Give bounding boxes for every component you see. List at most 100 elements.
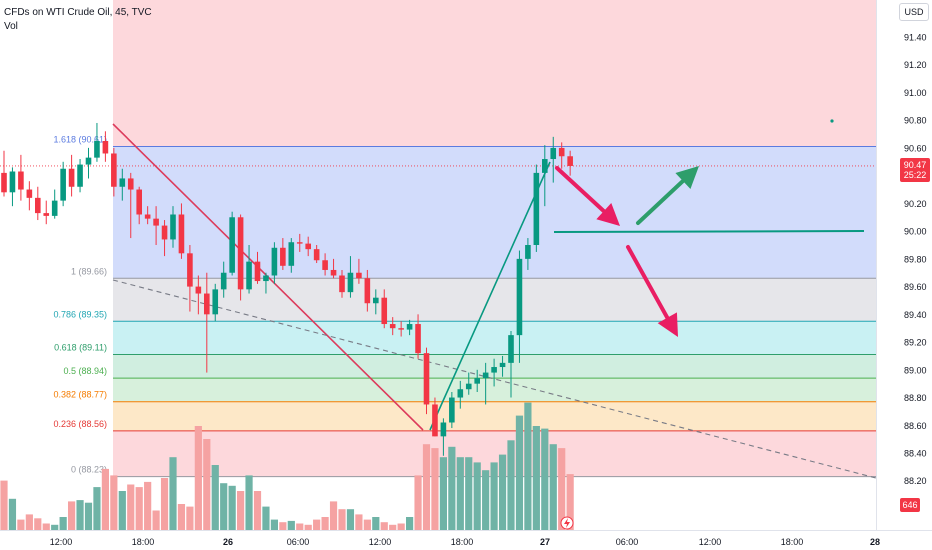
candle-body xyxy=(542,159,548,173)
price-countdown: 25:22 xyxy=(904,170,927,180)
candle-body xyxy=(94,141,100,158)
y-tick-label: 90.60 xyxy=(904,143,927,153)
x-tick-label: 26 xyxy=(223,537,233,547)
volume-bar xyxy=(346,509,355,530)
candle-body xyxy=(457,389,464,398)
volume-bars xyxy=(0,402,574,530)
volume-bar xyxy=(465,457,473,530)
volume-bar xyxy=(118,491,126,530)
candle-body xyxy=(229,217,235,273)
candle-body xyxy=(322,260,328,270)
candle-body xyxy=(212,289,219,315)
candle-body xyxy=(482,372,489,379)
candlesticks xyxy=(1,122,573,456)
candle-body xyxy=(516,258,523,336)
down-arrow-upper[interactable] xyxy=(555,166,620,226)
candle-body xyxy=(60,168,66,201)
x-tick-label: 18:00 xyxy=(451,537,474,547)
candle-body xyxy=(102,141,109,154)
candle-body xyxy=(474,378,480,384)
volume-bar xyxy=(0,480,8,530)
chart-legend[interactable]: CFDs on WTI Crude Oil, 45, TVC Vol xyxy=(4,6,152,34)
volume-bar xyxy=(363,519,371,530)
volume-bar xyxy=(279,522,287,530)
volume-bar xyxy=(34,518,42,530)
candle-body xyxy=(144,214,151,219)
candle-body xyxy=(271,247,278,276)
last-price-value: 90.47 xyxy=(904,160,927,170)
red-zone-top xyxy=(113,0,876,147)
candle-body xyxy=(195,286,202,294)
fib-zone-backgrounds xyxy=(113,0,876,477)
candle-body xyxy=(364,278,371,304)
volume-bar xyxy=(448,446,456,530)
volume-bar xyxy=(25,514,33,530)
fib-label-0: 1.618 (90.61) xyxy=(53,135,107,145)
x-tick-label: 12:00 xyxy=(369,537,392,547)
time-scale-divider xyxy=(0,530,932,531)
volume-bar xyxy=(76,500,84,530)
volume-bar xyxy=(473,462,481,530)
candle-body xyxy=(356,272,362,279)
candle-body xyxy=(187,253,193,287)
candle-body xyxy=(330,269,337,276)
volume-bar xyxy=(270,519,278,530)
candle-body xyxy=(398,328,404,330)
volume-bar xyxy=(304,524,312,530)
y-tick-label: 89.00 xyxy=(904,365,927,375)
candle-body xyxy=(389,324,396,329)
up-arrow[interactable] xyxy=(636,166,699,225)
forecast-arrows[interactable] xyxy=(555,166,699,337)
horizontal-level-line xyxy=(553,230,865,233)
volume-bar xyxy=(93,487,101,530)
fib-label-3: 0.618 (89.11) xyxy=(54,343,107,353)
candle-body xyxy=(525,245,531,259)
x-tick-label: 27 xyxy=(540,537,550,547)
candle-body xyxy=(170,214,176,240)
lightning-icon[interactable] xyxy=(560,516,574,530)
volume-bar xyxy=(42,523,50,530)
volume-label[interactable]: Vol xyxy=(4,21,18,32)
volume-bar xyxy=(380,522,388,530)
candle-body xyxy=(254,261,261,282)
blue-zone xyxy=(113,146,876,279)
candle-body xyxy=(263,275,269,282)
candle-body xyxy=(280,247,286,266)
candle-body xyxy=(415,324,421,354)
time-axis[interactable]: 12:00 18:00 26 06:00 12:00 18:00 27 06:00 12:00 1… xyxy=(50,537,880,547)
candle-body xyxy=(499,362,506,368)
volume-bar xyxy=(532,426,540,530)
volume-bar xyxy=(144,481,152,530)
currency-button[interactable]: USD xyxy=(899,3,929,21)
y-tick-label: 89.40 xyxy=(904,310,927,320)
candle-body xyxy=(296,242,303,244)
price-axis[interactable]: 91.4091.2091.0090.8090.6090.4090.2090.00… xyxy=(904,33,927,487)
y-tick-label: 88.40 xyxy=(904,449,927,459)
fib-label-2: 0.786 (89.35) xyxy=(53,309,107,319)
candle-body xyxy=(567,156,573,166)
up-arrow-shaft xyxy=(636,179,685,225)
symbol-title[interactable]: CFDs on WTI Crude Oil, 45, TVC xyxy=(4,7,152,18)
candle-body xyxy=(204,293,210,315)
volume-bar xyxy=(169,457,177,530)
volume-bar xyxy=(160,478,169,530)
fib-zone-4 xyxy=(113,378,876,402)
candle-body xyxy=(111,153,117,187)
volume-bar xyxy=(253,491,262,530)
volume-bar xyxy=(17,519,25,530)
volume-bar xyxy=(406,517,414,530)
y-tick-label: 91.20 xyxy=(904,60,927,70)
fib-label-5: 0.382 (88.77) xyxy=(53,390,107,400)
volume-bar xyxy=(321,517,329,530)
y-tick-label: 89.20 xyxy=(904,338,927,348)
down-arrow-lower[interactable] xyxy=(626,245,678,337)
candle-body xyxy=(373,297,379,304)
y-tick-label: 90.20 xyxy=(904,199,927,209)
volume-bar xyxy=(372,517,380,530)
volume-badge xyxy=(900,498,920,512)
last-price-badge xyxy=(900,157,930,182)
candle-body xyxy=(77,164,83,187)
candle-body xyxy=(406,324,413,330)
